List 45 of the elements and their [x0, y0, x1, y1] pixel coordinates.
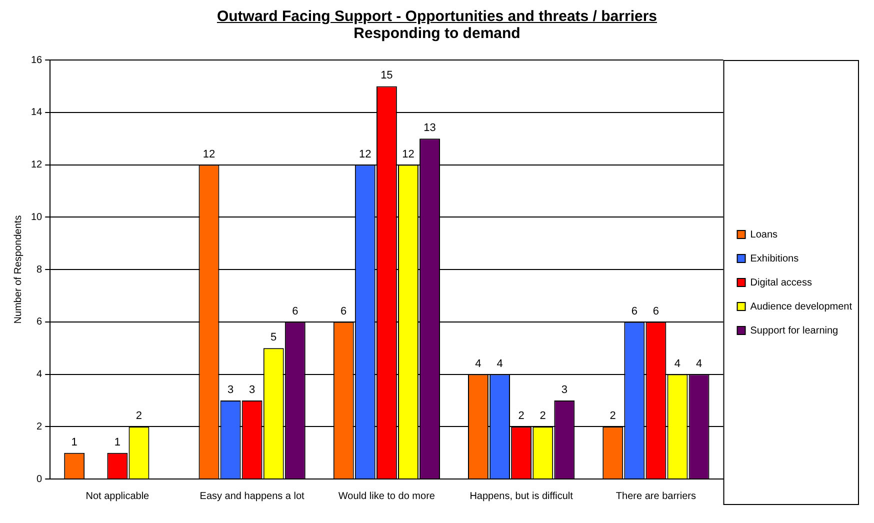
- y-tick-label: 8: [36, 264, 43, 276]
- data-label: 2: [610, 410, 616, 422]
- data-label: 12: [202, 148, 216, 160]
- data-label: 3: [561, 384, 568, 396]
- data-label: 5: [270, 332, 277, 344]
- data-label: 3: [227, 384, 234, 396]
- data-label: 2: [540, 410, 546, 422]
- data-label: 4: [496, 358, 503, 370]
- legend-label: Digital access: [750, 277, 812, 288]
- y-tick-label: 6: [36, 316, 43, 328]
- data-label: 3: [249, 384, 256, 396]
- data-label: 6: [340, 305, 347, 318]
- y-tick-label: 14: [31, 107, 43, 118]
- data-label: 12: [359, 148, 372, 160]
- data-label: 15: [380, 70, 393, 82]
- data-label: 12: [402, 148, 414, 160]
- y-tick-label: 16: [31, 54, 43, 66]
- x-tick-label: Not applicable: [86, 490, 150, 502]
- data-label: 1: [114, 436, 120, 448]
- data-label: 2: [136, 410, 142, 422]
- legend-label: Support for learning: [750, 325, 838, 336]
- y-tick-label: 0: [36, 474, 43, 485]
- y-tick-label: 12: [31, 160, 43, 170]
- data-label: 13: [424, 122, 436, 134]
- data-label: 6: [652, 305, 660, 318]
- data-label: 4: [696, 358, 702, 370]
- data-label: 4: [475, 358, 482, 370]
- x-tick-label: Would like to do more: [338, 490, 436, 502]
- chart-title: Outward Facing Support - Opportunities and threats / barriers: [216, 8, 658, 25]
- data-label: 6: [292, 305, 298, 318]
- legend-label: Loans: [750, 229, 778, 240]
- legend-label: Audience development: [750, 301, 852, 312]
- chart-subtitle: Responding to demand: [352, 25, 522, 42]
- y-tick-label: 10: [31, 212, 43, 223]
- legend-label: Exhibitions: [750, 253, 799, 264]
- y-axis-title: Number of Respondents: [12, 215, 24, 324]
- x-tick-label: There are barriers: [616, 490, 696, 502]
- data-label: 2: [518, 410, 524, 422]
- y-tick-label: 4: [36, 369, 43, 380]
- data-label: 1: [71, 436, 78, 448]
- x-tick-label: Happens, but is difficult: [470, 490, 574, 502]
- x-tick-label: Easy and happens a lot: [200, 490, 305, 502]
- y-tick-label: 2: [36, 421, 43, 432]
- data-label: 6: [631, 305, 638, 318]
- data-label: 4: [674, 358, 681, 370]
